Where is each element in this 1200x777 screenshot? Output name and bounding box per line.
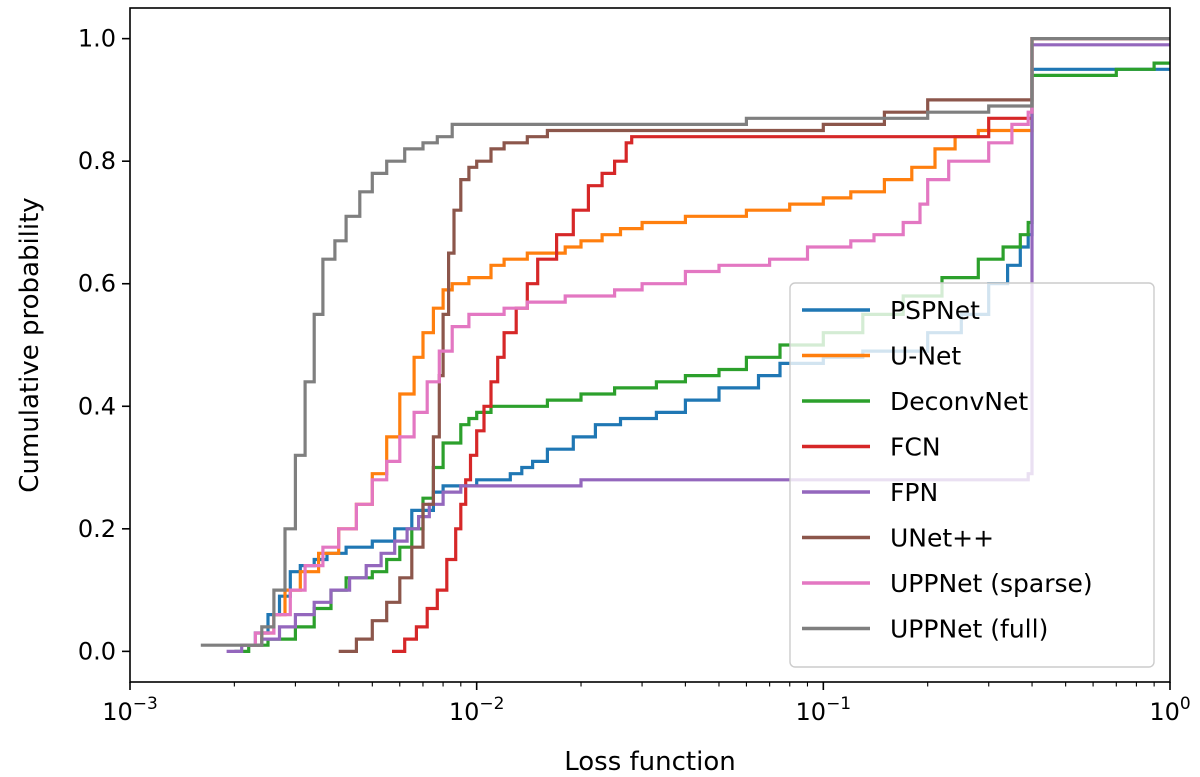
y-tick-label-5: 1.0 [78, 25, 116, 53]
legend-label-6: UPPNet (sparse) [890, 569, 1093, 598]
y-axis-title: Cumulative probability [15, 197, 45, 492]
legend-label-3: FCN [890, 433, 941, 462]
y-tick-label-0: 0.0 [78, 637, 116, 665]
y-tick-label-4: 0.8 [78, 147, 116, 175]
y-tick-label-2: 0.4 [78, 392, 116, 420]
legend-label-7: UPPNet (full) [890, 615, 1048, 644]
legend-label-5: UNet++ [890, 524, 994, 553]
y-tick-label-1: 0.2 [78, 515, 116, 543]
series-line-6 [241, 37, 1170, 647]
y-axis-ticks: 0.0 0.2 0.4 0.6 0.8 1.0 [78, 25, 130, 665]
x-tick-label-1: 10−2 [449, 694, 505, 726]
x-axis-title: Loss function [564, 747, 736, 777]
x-axis-ticks: 10−3 10−2 10−1 100 [102, 682, 1191, 726]
x-tick-label-0: 10−3 [102, 694, 158, 726]
y-tick-label-3: 0.6 [78, 270, 116, 298]
legend-box [789, 282, 1155, 668]
plot-frame [129, 7, 1171, 683]
series-line-7 [200, 37, 1170, 647]
series-layer [200, 37, 1170, 653]
series-line-5 [338, 37, 1170, 653]
x-tick-label-3: 100 [1149, 694, 1190, 726]
x-tick-label-2: 10−1 [796, 694, 852, 726]
legend-label-2: DeconvNet [890, 387, 1028, 416]
series-line-4 [226, 43, 1170, 653]
legend-label-1: U-Net [890, 342, 961, 371]
legend-label-4: FPN [890, 478, 938, 507]
legend-label-0: PSPNet [890, 296, 980, 325]
legend: PSPNet U-Net DeconvNet FCN FPN UNet++ UPPNet (… [789, 282, 1155, 668]
series-line-3 [392, 116, 1032, 653]
